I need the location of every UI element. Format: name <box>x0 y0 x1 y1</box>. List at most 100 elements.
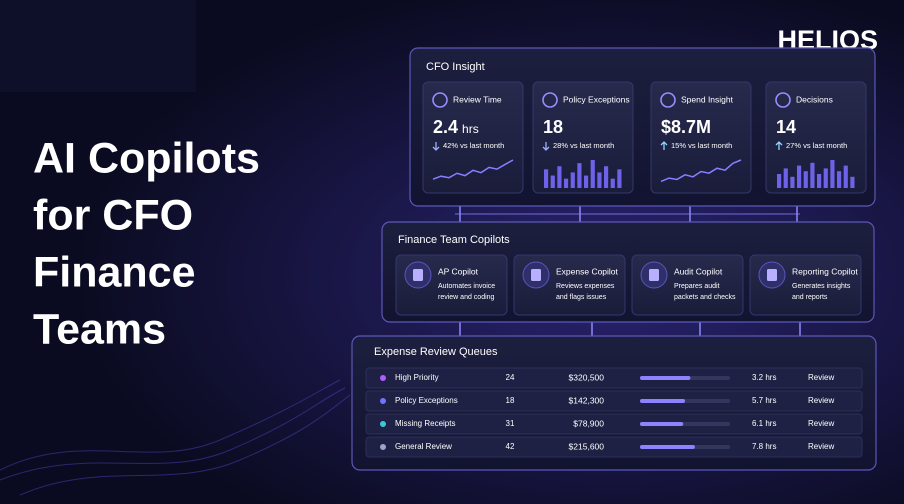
row-amount: $320,500 <box>569 372 605 382</box>
mini-bar <box>830 160 835 188</box>
copilot-name: Expense Copilot <box>556 266 619 276</box>
mini-bar <box>604 166 609 188</box>
headline: AI Copilots for CFO Finance Teams <box>33 134 260 353</box>
row-dot <box>380 375 386 381</box>
queue-row <box>365 413 863 435</box>
progress-bar <box>640 445 695 449</box>
card-icon <box>542 92 558 108</box>
mini-bar <box>810 162 815 188</box>
row-name: Policy Exceptions <box>395 396 458 405</box>
card-label: Decisions <box>796 94 833 104</box>
dashboard: CFO Insight Review Time 2.4 hrs 42% vs last … <box>351 47 877 471</box>
headline-line: for CFO <box>33 191 193 239</box>
mini-bar <box>783 168 788 188</box>
card-value: 18 <box>543 117 563 137</box>
panel-title: CFO Insight <box>426 61 485 73</box>
insight-card <box>532 81 634 194</box>
card-icon <box>660 92 676 108</box>
row-name: General Review <box>395 442 452 451</box>
wave <box>0 379 351 496</box>
copilot-description: and flags issues <box>556 294 607 301</box>
card-label: Review Time <box>453 94 502 104</box>
card-value: $8.7M <box>661 117 711 137</box>
copilot-description: Automates invoice <box>438 283 495 290</box>
mini-bar <box>790 176 795 188</box>
card-icon <box>432 92 448 108</box>
card-delta: 27% vs last month <box>786 141 847 150</box>
copilot-description: Reviews expenses <box>556 283 615 290</box>
card-value: 2.4 <box>433 117 458 137</box>
review-link[interactable]: Review <box>808 419 834 428</box>
row-time: 7.8 hrs <box>752 442 776 451</box>
mini-bar <box>577 163 582 188</box>
mini-bar <box>803 171 808 188</box>
row-amount: $142,300 <box>569 395 605 405</box>
progress-bar <box>640 376 691 380</box>
row-dot <box>380 421 386 427</box>
row-time: 3.2 hrs <box>752 373 776 382</box>
card-delta: 28% vs last month <box>553 141 614 150</box>
copilot-description: packets and checks <box>674 294 736 301</box>
row-name: Missing Receipts <box>395 419 455 428</box>
review-link[interactable]: Review <box>808 442 834 451</box>
progress-bar <box>640 422 684 426</box>
trend-arrow <box>775 141 783 150</box>
insight-card <box>650 81 752 194</box>
copilot-glyph <box>531 269 541 281</box>
sparkline <box>660 159 742 183</box>
panel <box>409 47 876 207</box>
review-link[interactable]: Review <box>808 373 834 382</box>
card-value: 14 <box>776 117 796 137</box>
queue-row <box>365 367 863 389</box>
mini-bar <box>550 175 555 188</box>
row-name: High Priority <box>395 373 439 382</box>
copilot-name: Reporting Copilot <box>792 266 858 276</box>
row-dot <box>380 398 386 404</box>
panel-title: Expense Review Queues <box>374 346 498 358</box>
trend-arrow <box>542 142 550 151</box>
card-icon <box>775 92 791 108</box>
headline-line: AI Copilots <box>33 134 260 182</box>
mini-bar <box>570 172 575 188</box>
card-label: Policy Exceptions <box>563 94 630 104</box>
review-link[interactable]: Review <box>808 396 834 405</box>
row-time: 5.7 hrs <box>752 396 776 405</box>
mini-bar <box>557 166 562 188</box>
copilot-glyph <box>413 269 423 281</box>
mini-bar <box>823 168 828 188</box>
row-amount: $215,600 <box>569 441 605 451</box>
insight-card <box>765 81 867 194</box>
card-delta: 42% vs last month <box>443 141 504 150</box>
copilot-description: review and coding <box>438 294 495 301</box>
mini-bar <box>843 165 848 188</box>
copilot-glyph <box>767 269 777 281</box>
mini-bar <box>590 160 595 188</box>
trend-arrow <box>660 141 668 150</box>
card-label: Spend Insight <box>681 94 734 104</box>
copilot-name: Audit Copilot <box>674 266 723 276</box>
row-count: 18 <box>506 396 515 405</box>
progress-bar <box>640 399 685 403</box>
insight-card <box>422 81 524 194</box>
copilot-description: Generates insights <box>792 283 851 290</box>
mini-bar <box>597 172 602 188</box>
mini-bar <box>797 165 802 188</box>
row-count: 31 <box>506 419 515 428</box>
panel-title: Finance Team Copilots <box>398 234 510 246</box>
mini-bar <box>837 171 842 188</box>
copilot-description: Prepares audit <box>674 283 720 290</box>
mini-bar <box>610 178 615 188</box>
queue-row <box>365 390 863 412</box>
copilot-description: and reports <box>792 294 828 301</box>
row-time: 6.1 hrs <box>752 419 776 428</box>
copilot-name: AP Copilot <box>438 266 479 276</box>
connectors <box>455 205 801 338</box>
row-dot <box>380 444 386 450</box>
headline-line: Teams <box>33 305 166 353</box>
row-count: 24 <box>506 373 515 382</box>
mini-bar <box>584 175 589 188</box>
sparkline <box>432 159 514 180</box>
headline-line: Finance <box>33 248 196 296</box>
mini-bar <box>777 174 782 188</box>
